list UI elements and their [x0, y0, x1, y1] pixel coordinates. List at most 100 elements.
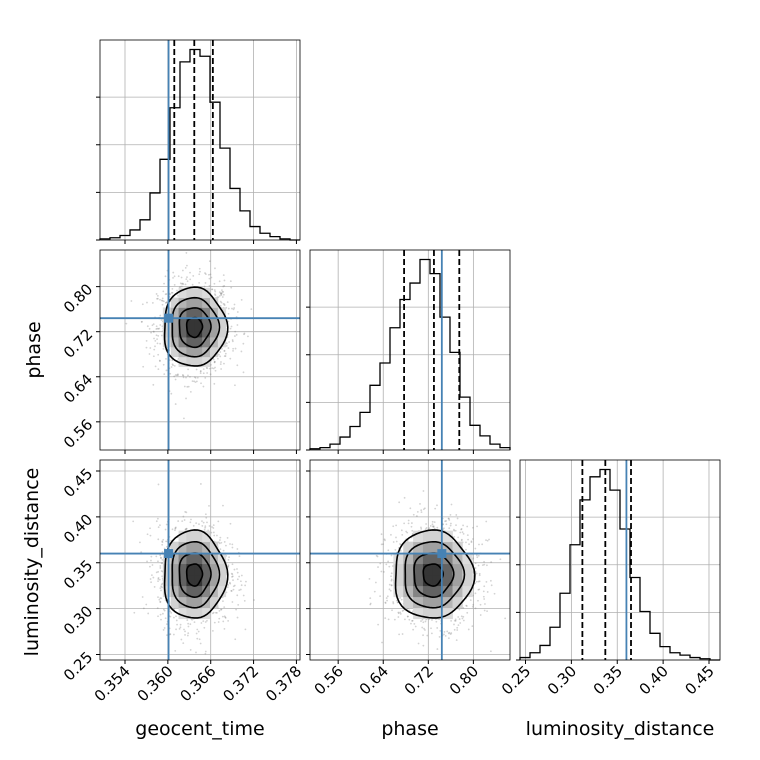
sample-point [208, 504, 210, 507]
sample-point [161, 325, 164, 328]
sample-point [499, 558, 502, 561]
sample-point [453, 535, 456, 538]
sample-point [401, 610, 404, 612]
density-cell [432, 530, 444, 543]
sample-point [192, 524, 195, 527]
sample-point [219, 292, 222, 295]
sample-point [456, 629, 459, 631]
sample-point [174, 529, 176, 532]
density-cell [442, 574, 453, 587]
density-cell [413, 574, 424, 587]
sample-point [204, 652, 207, 655]
density-cell [194, 327, 203, 338]
sample-point [384, 539, 386, 542]
sample-point [157, 578, 160, 580]
sample-point [388, 565, 391, 568]
xlabel-phase: phase [381, 718, 438, 740]
density-cell [403, 552, 414, 565]
sample-point [222, 285, 225, 288]
sample-point [191, 380, 194, 383]
density-cell [162, 327, 172, 338]
sample-point [185, 397, 187, 400]
sample-point [174, 526, 177, 529]
sample-point [410, 522, 413, 524]
sample-point [390, 575, 392, 578]
sample-point [231, 307, 233, 310]
panel-2d-phase-vs-geocent_time [96, 249, 301, 454]
sample-point [382, 543, 384, 546]
sample-point [184, 510, 187, 513]
sample-point [152, 383, 155, 386]
sample-point [444, 520, 446, 523]
density-cell [202, 337, 211, 348]
y-tick-label-phase: 0.64 [60, 370, 96, 406]
sample-point [197, 630, 200, 633]
sample-point [224, 355, 227, 357]
sample-point [384, 601, 387, 604]
sample-point [160, 299, 163, 302]
sample-point [161, 303, 164, 306]
sample-point [164, 617, 167, 620]
sample-point [145, 339, 148, 342]
sample-point [227, 619, 230, 622]
sample-point [485, 520, 488, 523]
sample-point [220, 608, 223, 611]
sample-point [199, 642, 202, 645]
sample-point [486, 564, 488, 567]
sample-point [379, 595, 382, 598]
sample-point [461, 617, 464, 620]
sample-point [472, 526, 474, 529]
sample-point [219, 548, 222, 551]
sample-point [482, 595, 485, 598]
sample-point [171, 291, 174, 294]
sample-point [187, 632, 190, 635]
density-cell [170, 337, 179, 348]
sample-point [483, 609, 486, 612]
sample-point [165, 301, 168, 304]
sample-point [475, 572, 478, 575]
sample-point [483, 585, 486, 588]
sample-point [220, 294, 223, 296]
sample-point [181, 374, 184, 376]
sample-point [141, 596, 144, 598]
sample-point [231, 543, 234, 546]
sample-point [217, 541, 220, 544]
density-cell [178, 346, 187, 358]
density-cell [178, 607, 187, 620]
sample-point [212, 358, 215, 361]
sample-point [380, 570, 383, 573]
sample-point [151, 564, 154, 566]
sample-point [184, 528, 187, 531]
sample-point [453, 628, 456, 631]
sample-point [504, 617, 507, 620]
sample-point [243, 600, 246, 602]
sample-point [242, 371, 245, 374]
sample-point [474, 592, 477, 595]
sample-point [163, 627, 166, 629]
sample-point [422, 644, 425, 647]
sample-point [187, 625, 190, 628]
sample-point [164, 301, 167, 304]
sample-point [156, 342, 159, 345]
density-cell [413, 541, 424, 554]
sample-point [231, 340, 234, 343]
sample-point [459, 622, 462, 624]
sample-point [227, 558, 230, 561]
sample-point [155, 293, 158, 295]
sample-point [406, 607, 409, 610]
sample-point [204, 282, 207, 284]
sample-point [169, 633, 172, 635]
sample-point [225, 344, 228, 347]
sample-point [195, 380, 198, 383]
sample-point [153, 586, 156, 588]
density-cell [413, 607, 424, 620]
sample-point [202, 372, 205, 375]
sample-point [430, 632, 433, 635]
histogram-geocent_time [99, 48, 300, 241]
sample-point [184, 266, 187, 269]
sample-point [462, 524, 464, 527]
density-cell [194, 574, 203, 587]
density-cell [162, 585, 172, 598]
sample-point [223, 615, 226, 618]
sample-point [422, 634, 424, 637]
